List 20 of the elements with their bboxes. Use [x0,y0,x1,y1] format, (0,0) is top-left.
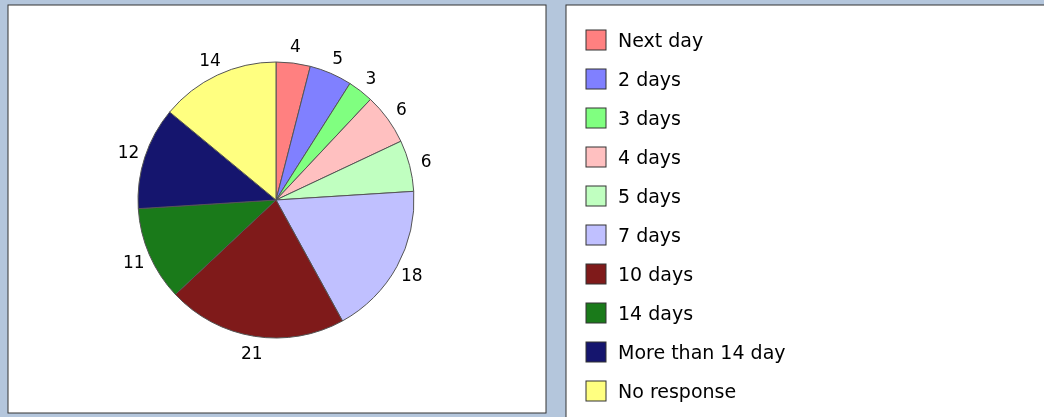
data-label: 5 [332,47,343,68]
legend-label: 7 days [618,224,681,246]
data-label: 6 [395,98,407,119]
data-label: 6 [420,151,432,172]
legend-label: 3 days [618,107,681,129]
data-label: 18 [401,264,423,285]
data-label: 14 [199,49,221,70]
data-label: 3 [365,67,377,88]
legend-label: 14 days [618,302,694,324]
data-label: 4 [290,36,301,57]
legend-label: 2 days [618,68,681,90]
data-label: 12 [117,142,140,163]
legend-label: No response [618,380,737,402]
data-label: 11 [122,251,145,272]
legend-label: 10 days [618,263,694,285]
legend-label: 4 days [618,146,681,168]
legend-label: Next day [618,29,704,51]
legend-label: 5 days [618,185,681,207]
legend-label: More than 14 day [618,341,786,363]
data-label: 21 [240,343,263,364]
